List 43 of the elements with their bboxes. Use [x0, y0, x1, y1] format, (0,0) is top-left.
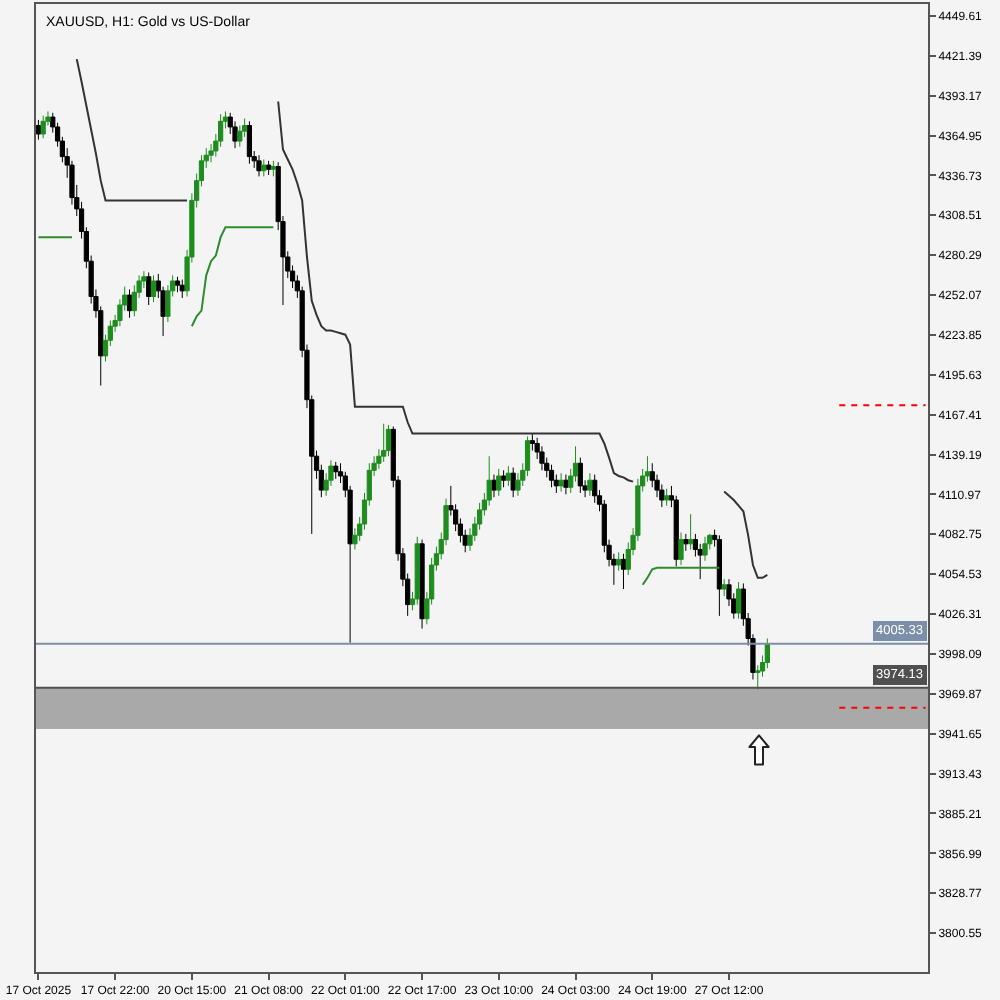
candlestick: [587, 472, 593, 497]
candlestick: [381, 423, 387, 463]
candlestick: [256, 154, 262, 177]
candlestick: [270, 160, 276, 177]
candlestick: [265, 160, 272, 176]
candlestick: [764, 638, 770, 669]
candlestick: [179, 279, 185, 299]
candlestick: [36, 119, 41, 141]
candlestick: [237, 125, 243, 148]
candlestick: [496, 468, 502, 497]
candlestick: [500, 469, 507, 488]
candlestick: [232, 120, 238, 149]
candlestick: [146, 272, 152, 306]
candlestick: [505, 465, 511, 487]
candlestick: [174, 276, 181, 293]
candlestick: [688, 513, 694, 550]
candlestick: [419, 539, 425, 630]
candlestick: [126, 288, 133, 319]
candlestick: [563, 474, 569, 495]
candlestick: [150, 274, 157, 303]
candlestick: [246, 120, 253, 165]
candlestick: [558, 472, 564, 493]
candlestick: [678, 532, 684, 566]
candlestick: [735, 581, 742, 620]
candlestick: [529, 433, 535, 452]
candlestick: [491, 474, 497, 498]
candlestick: [333, 461, 339, 480]
candlestick: [616, 551, 622, 572]
candlestick: [261, 158, 267, 177]
candlestick: [620, 553, 627, 590]
candlestick: [548, 464, 555, 488]
candlestick: [659, 483, 665, 508]
candlestick: [539, 445, 545, 471]
candlestick: [702, 536, 708, 562]
candlestick: [385, 424, 392, 457]
candlestick: [716, 534, 722, 617]
candlestick: [664, 488, 670, 507]
candlestick: [577, 457, 583, 494]
candlestick: [683, 533, 689, 552]
candlestick: [510, 467, 516, 498]
candlestick: [40, 115, 46, 139]
candlestick: [414, 536, 420, 606]
candlestick: [721, 578, 727, 597]
